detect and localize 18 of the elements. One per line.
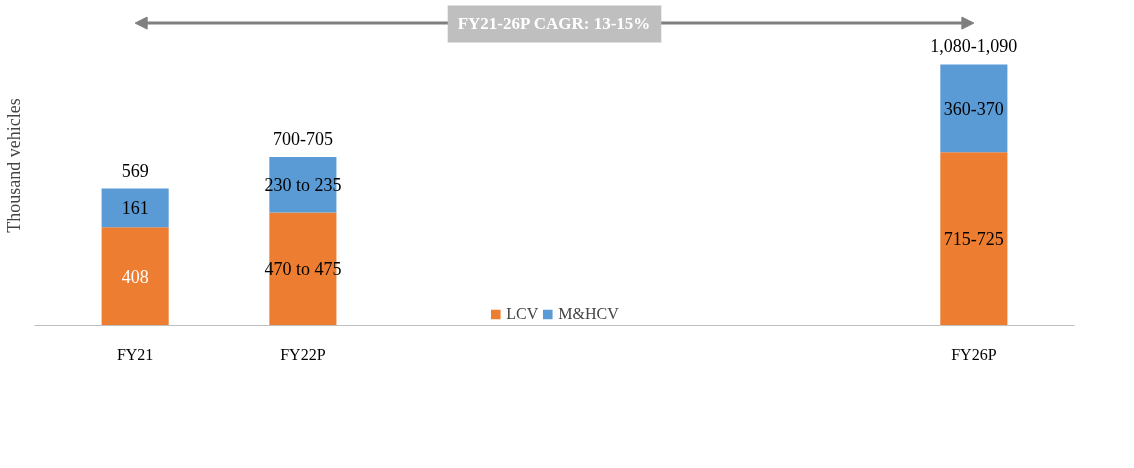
- total-label: 1,080-1,090: [930, 36, 1018, 57]
- data-label: 715-725: [943, 229, 1004, 250]
- x-tick-label: FY26P: [951, 345, 997, 363]
- x-tick-label: FY22P: [280, 345, 326, 363]
- legend-label: M&HCV: [558, 305, 619, 323]
- y-axis-title: Thousand vehicles: [3, 98, 24, 233]
- data-label: 360-370: [943, 98, 1004, 119]
- bar: [101, 227, 169, 326]
- x-tick-label: FY21: [116, 345, 154, 363]
- bar: [101, 188, 169, 228]
- legend-label: LCV: [506, 305, 539, 323]
- data-label: 161: [121, 198, 149, 219]
- total-label: 700-705: [272, 129, 333, 150]
- bar: [940, 152, 1008, 326]
- total-label: 569: [121, 160, 149, 181]
- bar: [940, 64, 1008, 153]
- data-label: 408: [121, 266, 149, 287]
- annotation: FY21-26P CAGR: 13-15%: [457, 13, 651, 33]
